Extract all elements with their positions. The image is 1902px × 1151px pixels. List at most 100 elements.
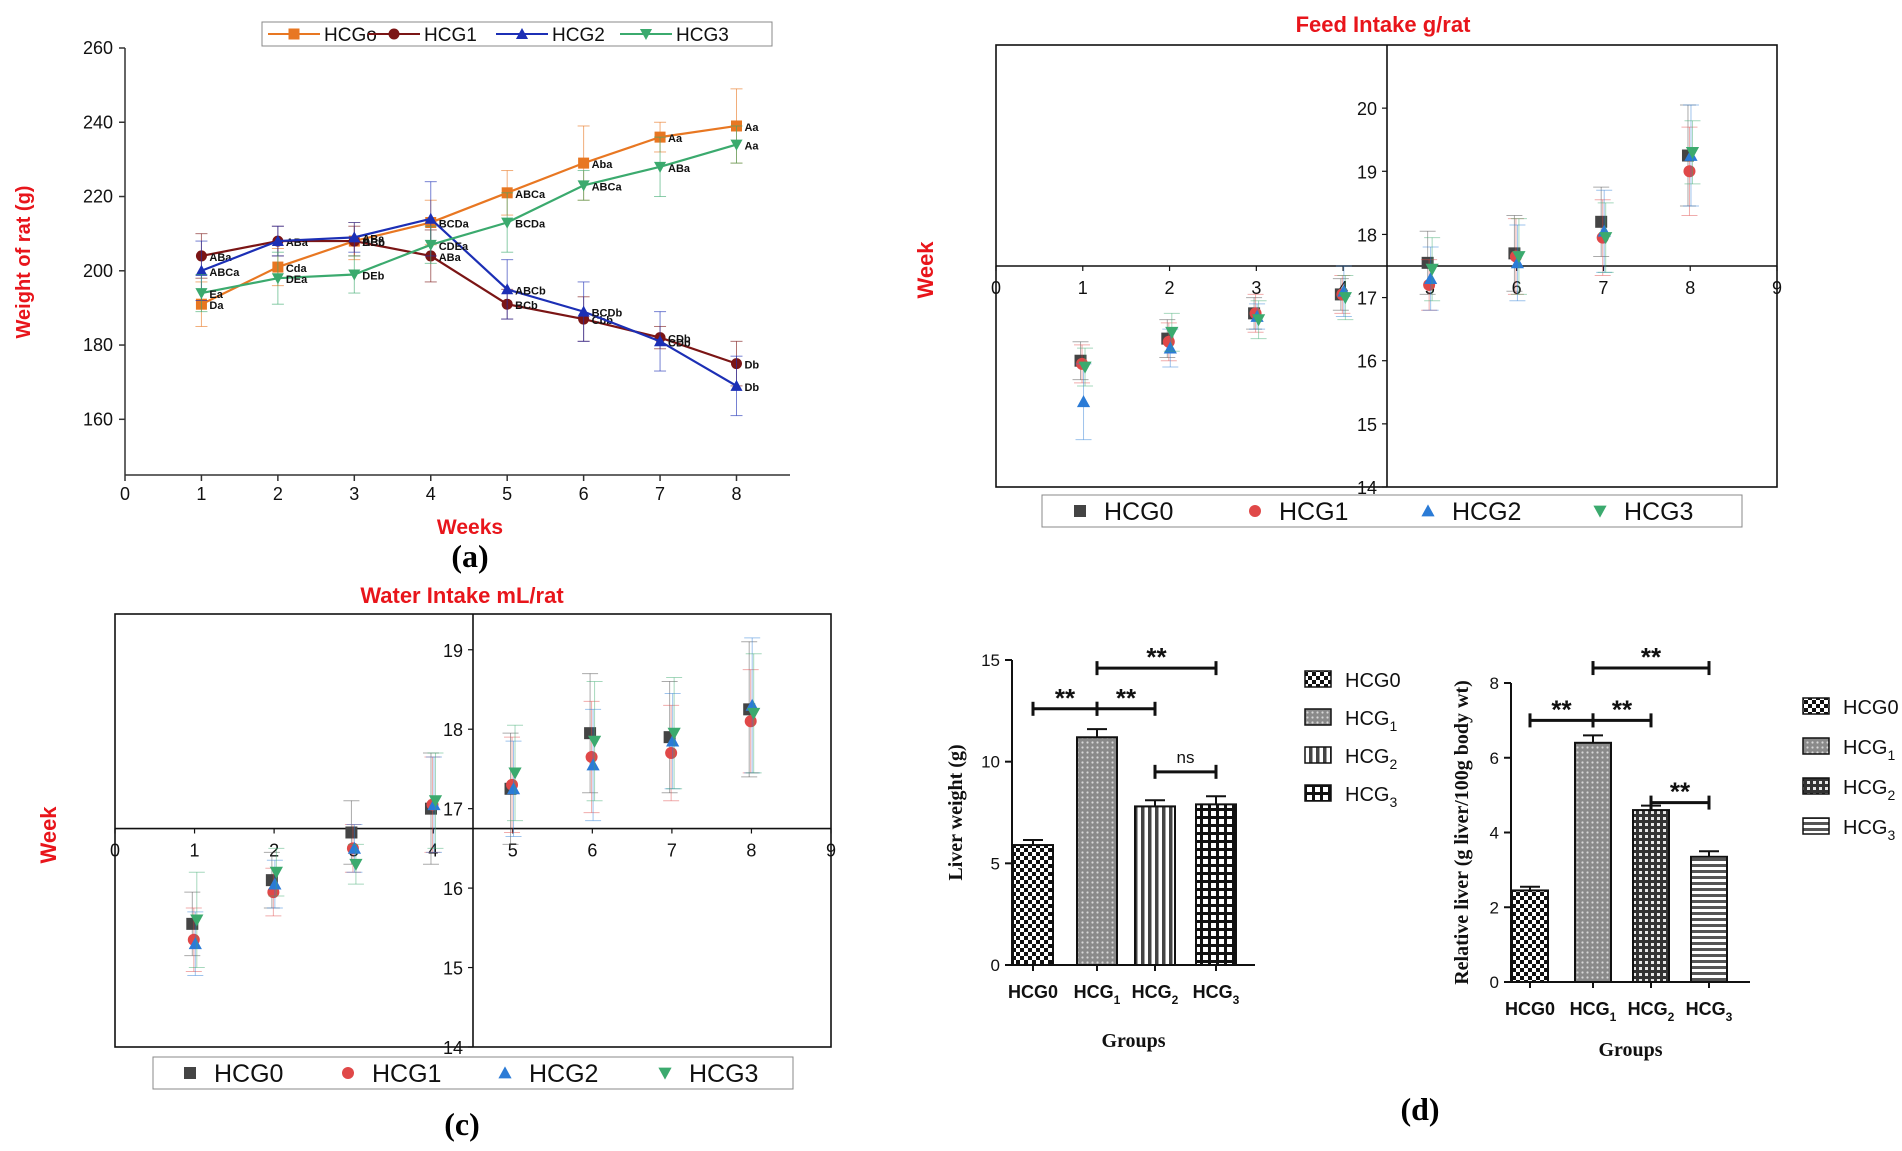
- data-point: [730, 379, 743, 391]
- significance-letter: BCb: [515, 300, 538, 312]
- legend: HCG0 HCG1 HCG2 HCG3: [152, 1056, 794, 1090]
- x-tick-label: 9: [1772, 278, 1782, 298]
- data-point: [268, 877, 282, 890]
- data-point: [424, 239, 437, 251]
- x-tick-label: 7: [1598, 278, 1608, 298]
- data-point: [577, 305, 590, 317]
- x-tick-label: 0: [991, 278, 1001, 298]
- legend-label-base: HCG: [1345, 746, 1389, 768]
- significance-letter: Cbb: [592, 315, 614, 327]
- significance-letter: BCDa: [515, 219, 546, 231]
- data-point: [578, 157, 590, 169]
- bar: [1134, 805, 1176, 967]
- data-point: [730, 139, 743, 151]
- legend-label-sub: 1: [1887, 747, 1895, 763]
- y-tick-label: 4: [1490, 824, 1499, 843]
- legend-label: HCG3: [1345, 784, 1397, 810]
- series-HCG2: ABCa ABa ABCb BCDb CDb Db: [195, 181, 759, 417]
- data-point: [271, 273, 284, 285]
- series-HCG3: [188, 653, 762, 969]
- legend-label: HCG0: [214, 1060, 283, 1088]
- data-point: [666, 734, 680, 747]
- x-tick-label: 8: [1685, 278, 1695, 298]
- significance-letter: Da: [209, 300, 224, 312]
- y-tick-label: 5: [991, 854, 1000, 873]
- legend-marker: [288, 28, 300, 40]
- y-tick-label: 15: [1357, 415, 1377, 435]
- data-point: [508, 767, 522, 780]
- x-tick-label: 3: [1251, 278, 1261, 298]
- significance-letter: Aba: [592, 159, 614, 171]
- data-point: [587, 735, 602, 748]
- significance-letter: CDb: [668, 334, 691, 346]
- x-axis-title: Weeks: [437, 516, 503, 539]
- legend-label-sub: 2: [1887, 787, 1895, 803]
- y-tick-label: 20: [1357, 99, 1377, 119]
- y-tick-label: 15: [443, 959, 463, 979]
- x-tick-label: HCG0: [1008, 982, 1058, 1002]
- y-tick-label: 200: [83, 261, 113, 281]
- data-point: [501, 283, 514, 295]
- x-tick-label: HCG3: [1686, 999, 1733, 1024]
- significance-letter: Ea: [209, 289, 223, 301]
- legend-label: HCG3: [1624, 498, 1693, 526]
- x-tick-label-sub: 1: [1114, 993, 1121, 1007]
- bar: [1012, 844, 1054, 966]
- x-axis-title: Groups: [1598, 1039, 1662, 1061]
- data-point: [195, 288, 208, 300]
- y-tick-label: 0: [1490, 973, 1499, 992]
- legend-label-sub: 1: [1389, 718, 1397, 734]
- legend-label: HCG3: [676, 25, 729, 46]
- panel-label-a: (a): [451, 538, 488, 574]
- data-point: [269, 866, 283, 879]
- x-tick-label: 8: [731, 484, 741, 504]
- x-tick-label: 4: [426, 484, 436, 504]
- panel-b-feed-intake-chart: Feed Intake g/ratWeek0123456789141516171…: [913, 12, 1782, 528]
- y-tick-label: 260: [83, 38, 113, 58]
- legend-marker: [658, 1067, 672, 1080]
- legend-box: [152, 1056, 794, 1090]
- data-point: [1163, 341, 1177, 354]
- data-point: [1683, 165, 1696, 178]
- legend-swatch: [1802, 697, 1830, 715]
- x-tick-label-base: HCG: [1193, 982, 1233, 1002]
- y-tick-label: 18: [443, 720, 463, 740]
- y-tick-label: 16: [443, 879, 463, 899]
- data-point: [1510, 256, 1525, 269]
- significance-letter: ABa: [668, 163, 691, 175]
- legend-marker: [639, 29, 653, 41]
- significance-label: ns: [1177, 748, 1195, 767]
- x-tick-label: 1: [196, 484, 206, 504]
- series-line: [201, 143, 737, 295]
- significance-label: **: [1551, 694, 1572, 724]
- data-point: [347, 841, 362, 854]
- x-tick-label: 5: [508, 841, 518, 861]
- x-tick-label: 5: [502, 484, 512, 504]
- legend-swatch: [1304, 784, 1332, 802]
- x-tick-label: 6: [579, 484, 589, 504]
- legend-label: HCG3: [689, 1060, 758, 1088]
- panel-label-c: (c): [444, 1106, 480, 1142]
- significance-letter: BCDb: [592, 308, 623, 320]
- x-tick-label-sub: 3: [1726, 1010, 1733, 1024]
- y-tick-label: 19: [1357, 162, 1377, 182]
- data-point: [506, 782, 521, 795]
- legend-label: HCG2: [1345, 746, 1397, 772]
- legend-marker: [184, 1067, 196, 1079]
- legend-label-sub: 2: [1389, 756, 1397, 772]
- y-tick-label: 14: [443, 1038, 463, 1058]
- x-tick-label-sub: 2: [1668, 1010, 1675, 1024]
- significance-label: **: [1146, 642, 1167, 672]
- legend-label-base: HCG: [1843, 737, 1887, 759]
- x-tick-label: 1: [1078, 278, 1088, 298]
- data-point: [1338, 292, 1352, 305]
- significance-label: **: [1055, 683, 1076, 713]
- x-tick-label: 6: [587, 841, 597, 861]
- legend-label: HCG2: [552, 25, 605, 46]
- x-tick-label: HCG1: [1074, 982, 1121, 1007]
- legend-marker: [1593, 505, 1607, 518]
